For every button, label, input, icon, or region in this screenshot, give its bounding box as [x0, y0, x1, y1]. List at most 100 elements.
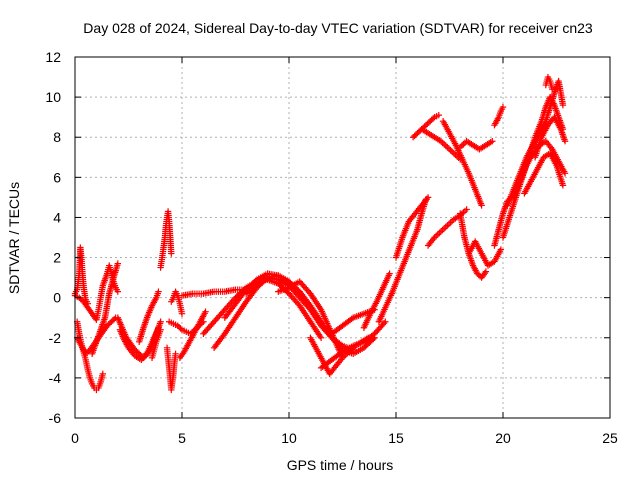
series-arc-40 — [531, 113, 569, 161]
data-point — [499, 103, 507, 111]
y-axis-label: SDTVAR / TECUs — [6, 182, 22, 294]
y-tick-label: -2 — [49, 330, 62, 346]
series-arc-29 — [424, 206, 470, 249]
chart-title: Day 028 of 2024, Sidereal Day-to-day VTE… — [83, 20, 593, 36]
x-tick-label: 20 — [495, 430, 511, 446]
series-arc-10 — [157, 208, 175, 271]
data-point — [444, 144, 451, 151]
data-point — [440, 141, 448, 148]
series-arc-25 — [375, 196, 430, 325]
data-point — [444, 222, 451, 229]
series-arc-23 — [328, 306, 378, 337]
series-arc-14 — [176, 308, 209, 362]
data-point — [549, 85, 556, 93]
data-point — [482, 268, 490, 275]
data-point — [382, 318, 389, 325]
series-arc-30 — [439, 117, 485, 209]
data-point — [561, 170, 569, 177]
series-arc-33 — [465, 238, 505, 269]
y-tick-label: 2 — [53, 250, 61, 266]
series-arc-41 — [542, 73, 556, 93]
data-point — [463, 206, 470, 213]
data-point — [168, 250, 175, 257]
x-tick-label: 5 — [178, 430, 186, 446]
data-point — [380, 320, 388, 327]
series-arc-34 — [491, 103, 507, 129]
data-point — [436, 229, 443, 237]
data-point — [448, 148, 456, 155]
data-point — [439, 226, 446, 234]
data-point — [348, 315, 355, 323]
y-tick-label: 8 — [53, 129, 61, 145]
data-point — [202, 308, 209, 315]
axis-ticks: 0 5 10 15 20 25 -6 -4 -2 0 2 4 6 8 10 12 — [45, 49, 618, 446]
x-tick-label: 10 — [281, 430, 297, 446]
data-point — [458, 142, 466, 149]
series-arc-39 — [521, 150, 567, 197]
grid-lines — [75, 57, 610, 418]
series-arc-31 — [457, 138, 496, 153]
data-point — [497, 246, 505, 253]
data-point — [114, 288, 121, 295]
data-point — [445, 145, 453, 152]
plot-frame — [74, 56, 611, 419]
y-tick-label: 0 — [53, 290, 61, 306]
x-tick-label: 15 — [388, 430, 404, 446]
y-tick-label: -4 — [49, 370, 62, 386]
series-arc-22 — [317, 318, 389, 372]
series-arc-11 — [163, 344, 179, 394]
data-point — [434, 231, 441, 238]
series-arc-02 — [71, 262, 121, 323]
data-point — [432, 232, 440, 240]
data-point — [435, 111, 442, 119]
data-point — [386, 270, 393, 277]
data-point — [157, 326, 164, 333]
data-point — [172, 350, 179, 358]
data-point — [424, 194, 432, 201]
data-point — [99, 370, 107, 378]
x-tick-label: 25 — [602, 430, 618, 446]
data-point — [559, 182, 567, 189]
series-arc-20 — [275, 278, 346, 362]
data-point — [481, 269, 489, 277]
data-point — [489, 138, 496, 145]
data-point — [442, 142, 449, 149]
data-point — [445, 220, 453, 228]
data-point — [447, 147, 454, 154]
data-point — [442, 223, 449, 231]
series-arc-08 — [136, 288, 162, 345]
data-point — [440, 225, 448, 232]
series-arc-01 — [71, 244, 92, 307]
data-points — [71, 73, 569, 394]
data-point — [447, 219, 454, 226]
x-axis-label: GPS time / hours — [287, 457, 394, 473]
data-point — [429, 115, 437, 122]
y-tick-label: 4 — [53, 209, 61, 225]
series-arc-37 — [504, 77, 567, 209]
data-point — [317, 334, 325, 341]
series-arc-09 — [148, 326, 164, 362]
data-point — [559, 101, 567, 109]
y-tick-label: 6 — [53, 169, 61, 185]
data-point — [437, 228, 445, 235]
data-point — [157, 318, 164, 325]
series-arc-21 — [307, 334, 372, 378]
data-point — [178, 310, 186, 317]
series-arc-15 — [178, 286, 250, 299]
x-tick-label: 0 — [71, 430, 79, 446]
series-arc-13 — [168, 288, 186, 317]
data-point — [561, 138, 569, 145]
data-point — [478, 202, 485, 209]
y-tick-label: 12 — [45, 49, 61, 65]
data-point — [114, 260, 121, 267]
series-arc-26 — [392, 194, 432, 261]
series-arc-05 — [88, 260, 121, 358]
series-arc-19 — [243, 274, 357, 354]
y-tick-label: -6 — [49, 410, 62, 426]
data-point — [155, 288, 162, 295]
y-tick-label: 10 — [45, 89, 61, 105]
data-point — [177, 325, 184, 332]
data-point — [337, 349, 345, 357]
series-arc-24 — [360, 270, 393, 331]
